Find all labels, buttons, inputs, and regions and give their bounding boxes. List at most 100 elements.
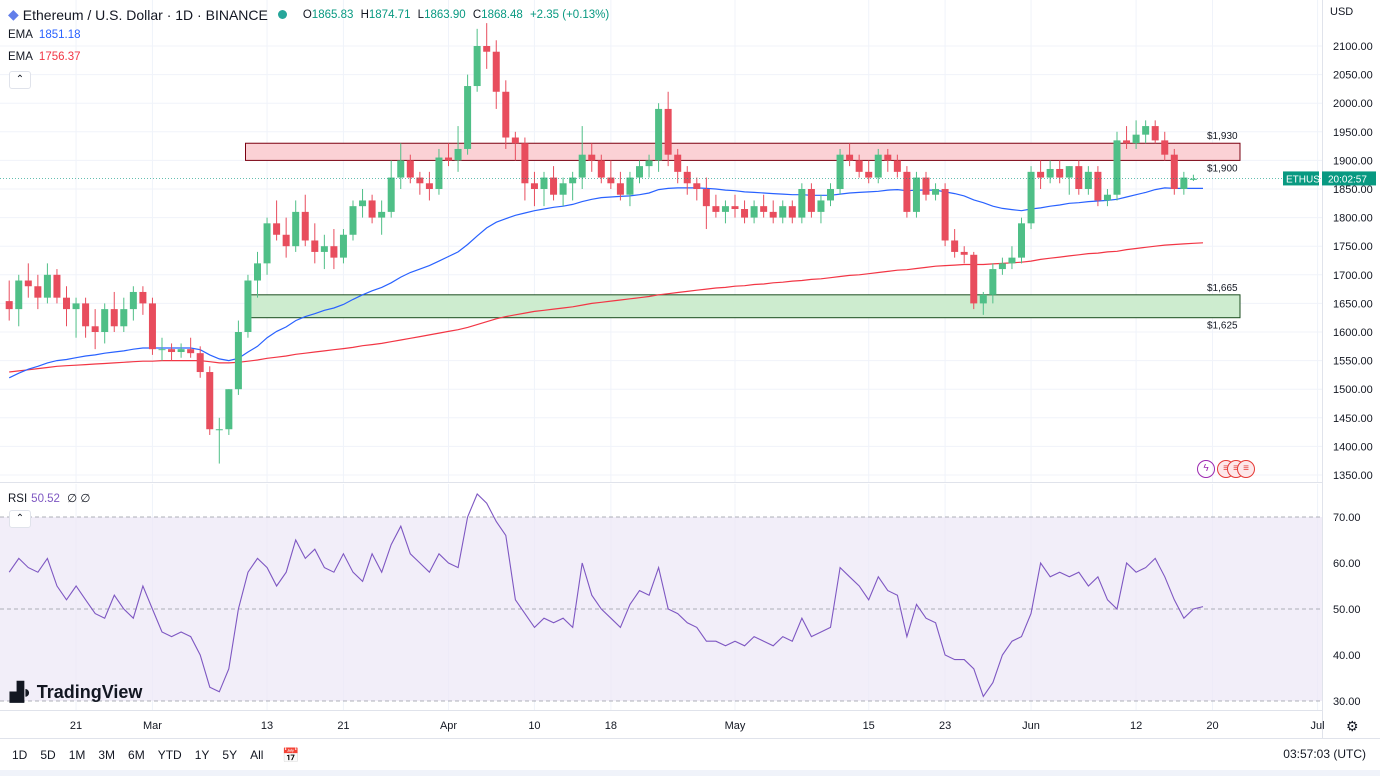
- candle-body: [989, 269, 997, 295]
- candle-body: [91, 326, 99, 332]
- candle: [817, 194, 825, 224]
- candle-body: [912, 177, 920, 212]
- range-5y[interactable]: 5Y: [222, 748, 238, 762]
- candle: [588, 143, 596, 172]
- candle: [101, 303, 109, 344]
- candle-body: [1142, 126, 1150, 135]
- candle: [368, 194, 376, 224]
- candle: [664, 91, 672, 167]
- ema-slow-legend[interactable]: EMA 1756.37: [8, 51, 81, 63]
- ema-slow-line: [9, 242, 1204, 373]
- candle: [234, 320, 242, 395]
- price-tick-label: 1400.00: [1333, 441, 1373, 453]
- lightning-icon[interactable]: ϟ: [1197, 460, 1215, 478]
- candle: [339, 229, 347, 264]
- chart-canvas[interactable]: $1,930$1,900$1,665$1,625 2100.002050.002…: [0, 0, 1380, 738]
- range-6m[interactable]: 6M: [128, 748, 145, 762]
- candle-body: [893, 160, 901, 172]
- candle: [798, 183, 806, 224]
- ema-fast-legend[interactable]: EMA 1851.18: [8, 29, 81, 41]
- candle-body: [263, 223, 271, 264]
- candle: [483, 23, 491, 69]
- candle-body: [998, 263, 1006, 270]
- range-1m[interactable]: 1M: [68, 748, 86, 762]
- candle: [1037, 160, 1045, 189]
- time-tick-label: Apr: [440, 720, 457, 732]
- candle: [1180, 171, 1188, 195]
- ema-slow-label: EMA: [8, 51, 33, 63]
- candle-body: [1103, 194, 1111, 201]
- candle-body: [454, 148, 462, 161]
- low-value: 1863.90: [424, 8, 466, 21]
- candle: [540, 171, 548, 207]
- rsi-tick-label: 30.00: [1333, 696, 1361, 708]
- candle: [473, 28, 481, 92]
- rsi-extra: ∅ ∅: [67, 493, 91, 505]
- candle: [893, 154, 901, 178]
- candle: [168, 343, 176, 361]
- time-tick-label: 20: [1206, 720, 1218, 732]
- candle-body: [397, 160, 405, 178]
- candle: [683, 166, 691, 195]
- candle-body: [540, 177, 548, 189]
- candle-body: [550, 177, 558, 195]
- time-tick-label: Jun: [1022, 720, 1040, 732]
- candle: [1084, 166, 1092, 195]
- candle: [82, 297, 90, 338]
- candle-body: [788, 206, 796, 218]
- collapse-legend-button[interactable]: ⌃: [9, 71, 31, 89]
- candle-body: [941, 189, 949, 241]
- rsi-line: [8, 493, 1204, 698]
- ohlc-readout: O1865.83 H1874.71 L1863.90 C1868.48 +2.3…: [303, 9, 613, 21]
- range-3m[interactable]: 3M: [98, 748, 116, 762]
- candle-body: [63, 297, 70, 310]
- candle-body: [483, 46, 491, 52]
- candle-body: [282, 234, 290, 247]
- candle: [282, 217, 290, 258]
- range-1y[interactable]: 1Y: [194, 748, 210, 762]
- candle: [387, 160, 395, 218]
- us-flag-icon-3[interactable]: ≡: [1237, 460, 1255, 478]
- utc-clock[interactable]: 03:57:03 (UTC): [1283, 747, 1366, 761]
- candle-body: [148, 303, 156, 350]
- range-5d[interactable]: 5D: [40, 748, 56, 762]
- candle: [769, 200, 777, 224]
- candle-body: [435, 157, 443, 189]
- candle: [15, 274, 23, 327]
- time-tick-label: 13: [261, 720, 273, 732]
- price-tick-label: 1700.00: [1333, 270, 1373, 282]
- rsi-label: RSI: [8, 493, 28, 505]
- candle: [435, 148, 443, 195]
- zone-label-low: $1,900: [1207, 163, 1238, 174]
- candle-body: [225, 389, 233, 430]
- candle: [1189, 174, 1197, 181]
- candle: [330, 229, 338, 270]
- candle: [1161, 131, 1169, 161]
- candle: [1132, 120, 1140, 149]
- range-ytd[interactable]: YTD: [157, 748, 182, 762]
- rsi-tick-label: 60.00: [1333, 558, 1361, 570]
- candle-body: [464, 86, 472, 149]
- currency-button[interactable]: USD: [1330, 6, 1354, 18]
- calendar-icon[interactable]: 📅: [282, 746, 300, 763]
- symbol-title[interactable]: Ethereum / U.S. Dollar · 1D · BINANCE: [22, 6, 268, 23]
- candle-body: [674, 154, 682, 172]
- candle-body: [616, 183, 624, 195]
- candle-body: [1008, 257, 1016, 264]
- candle-body: [406, 160, 414, 178]
- candle: [884, 148, 892, 172]
- range-all[interactable]: All: [250, 748, 264, 762]
- candle: [1170, 148, 1178, 195]
- range-1d[interactable]: 1D: [12, 748, 28, 762]
- open-value: 1865.83: [311, 8, 354, 21]
- tradingview-logo[interactable]: ▟◗ TradingView: [10, 682, 142, 703]
- collapse-rsi-button[interactable]: ⌃: [9, 510, 31, 528]
- bottom-toolbar: 1D 5D 1M 3M 6M YTD 1Y 5Y All 📅 03:57:03 …: [0, 738, 1380, 771]
- candle-body: [645, 160, 653, 167]
- rsi-legend[interactable]: RSI 50.52 ∅ ∅: [8, 491, 90, 505]
- candle-body: [1037, 171, 1045, 178]
- settings-gear-icon[interactable]: ⚙: [1346, 718, 1359, 734]
- candle-body: [903, 171, 911, 212]
- candle: [273, 200, 281, 241]
- candle: [445, 143, 452, 167]
